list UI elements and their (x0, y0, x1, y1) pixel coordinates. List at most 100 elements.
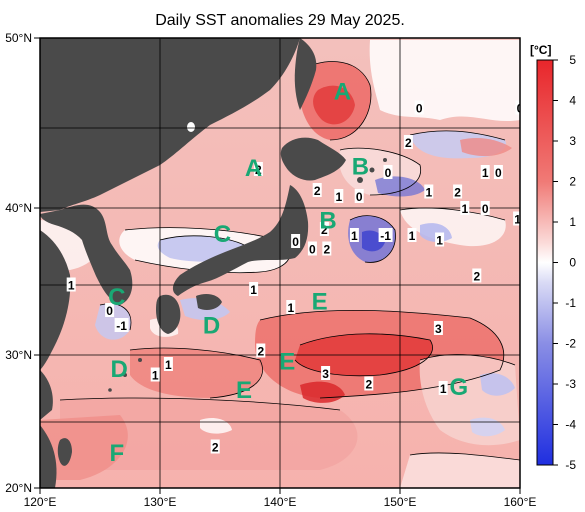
contour-label-box (460, 201, 470, 215)
colorbar-tick-label: 5 (569, 53, 576, 67)
contour-label-box (407, 228, 417, 242)
contour-label: 0 (515, 100, 524, 116)
contour-label-box (334, 189, 344, 203)
contour-label-box (515, 100, 520, 115)
contour-label-text: 1 (165, 358, 172, 372)
contour-label-text: 1 (152, 369, 159, 383)
kuril-island (357, 177, 363, 183)
contour-label-box (433, 321, 443, 335)
contour-label-box (472, 268, 482, 283)
contour-label-box (321, 366, 331, 380)
contour-label-box (249, 282, 259, 296)
contour-label-text: 2 (473, 270, 480, 284)
region-label-c: C (108, 284, 125, 311)
hokkaido (280, 137, 346, 181)
colorbar-gradient (536, 59, 554, 466)
kyushu (156, 294, 181, 334)
contour-label: 2 (364, 376, 374, 392)
contour-label: 0 (493, 165, 503, 180)
contour-label-box (354, 189, 364, 203)
contour-label-text: 1 (436, 234, 443, 248)
contour-label-box (438, 381, 448, 395)
contour-label-box (312, 183, 322, 197)
region-label-b: B (319, 208, 336, 235)
region-label-b: B (352, 154, 369, 181)
contour-label-text: 1 (425, 186, 432, 200)
contour-label-box (319, 222, 329, 236)
shikoku (196, 294, 222, 310)
china-coast-far-south (40, 425, 57, 488)
contour-label-box (307, 241, 317, 256)
colorbar-tick-label: -4 (565, 418, 576, 432)
contour-label: 2 (253, 162, 263, 177)
colorbar-tick-label: 1 (569, 215, 576, 229)
colorbar-tick-label: 4 (569, 94, 576, 108)
contour-label-text: 2 (454, 186, 461, 200)
contour-label-box (210, 439, 220, 454)
contour-label: 1 (438, 381, 448, 396)
contour-label-box (493, 165, 503, 179)
contour-label-text: 1 (461, 202, 468, 216)
region-label-a: A (245, 155, 262, 182)
contour-label: 0 (480, 201, 490, 216)
region-label-e: E (312, 289, 328, 316)
lat-label-30: 30°N (5, 348, 32, 362)
colorbar-tick-label: -2 (565, 337, 576, 351)
contour-label: 0 (383, 165, 393, 180)
contour-label-text: 3 (435, 322, 442, 336)
contour-label: 0 (414, 100, 424, 116)
honshu (172, 185, 309, 296)
contour-label: 2 (319, 222, 329, 237)
contour-label: 1 (424, 184, 434, 200)
map-title: Daily SST anomalies 29 May 2025. (155, 12, 405, 29)
contour-label-text: 0 (517, 102, 524, 116)
contour-label-text: 0 (356, 190, 363, 204)
contour-label-text: 0 (482, 202, 489, 216)
contour-label-text: 1 (482, 166, 489, 180)
contour-label: 2 (256, 343, 266, 359)
contour-label: 1 (407, 228, 417, 243)
graticule (40, 38, 520, 488)
contour-label-text: 1 (68, 279, 75, 293)
contour-label-text: 2 (365, 378, 372, 392)
colorbar-unit: [°C] (530, 43, 552, 57)
contour-label: 1 (66, 277, 76, 293)
china-coast-south (40, 370, 53, 420)
contour-label-box (163, 357, 173, 371)
kuril-island (383, 158, 387, 162)
contour-label-text: 3 (322, 367, 329, 381)
contour-label-text: 0 (309, 243, 316, 257)
colorbar-tick-label: -5 (565, 458, 576, 472)
region-label-e: E (279, 349, 295, 376)
region-label-f: F (109, 440, 124, 467)
contour-label-text: 1 (287, 301, 294, 315)
region-label-a: A (334, 79, 351, 106)
contour-label-box (403, 135, 413, 149)
contour-label: 2 (403, 135, 413, 150)
contour-label: 1 (435, 232, 445, 248)
ryukyu-island (138, 358, 142, 362)
lon-label-150: 150°E (384, 495, 417, 509)
contour-label-box (256, 343, 266, 358)
lat-axis-labels: 20°N 30°N 40°N 50°N (5, 31, 32, 495)
mainland-asia (40, 38, 300, 212)
lat-label-40: 40°N (5, 201, 32, 215)
contour-label: 2 (312, 183, 322, 198)
contour-label-box (114, 318, 129, 332)
contour-label-text: 1 (250, 283, 257, 297)
contour-label-box (66, 277, 76, 292)
contour-label: 3 (433, 321, 443, 336)
contour-label-text: 0 (292, 235, 299, 249)
contour-label: 0 (105, 303, 115, 318)
contour-label-box (513, 211, 520, 226)
contour-label: 1 (513, 211, 521, 227)
sakhalin (294, 38, 317, 110)
contour-label-text: 1 (440, 382, 447, 396)
contour-label-text: 0 (106, 304, 113, 318)
colorbar-tick-label: -1 (565, 296, 576, 310)
contour-label-text: 1 (514, 213, 521, 227)
ryukyu-island (108, 388, 112, 392)
